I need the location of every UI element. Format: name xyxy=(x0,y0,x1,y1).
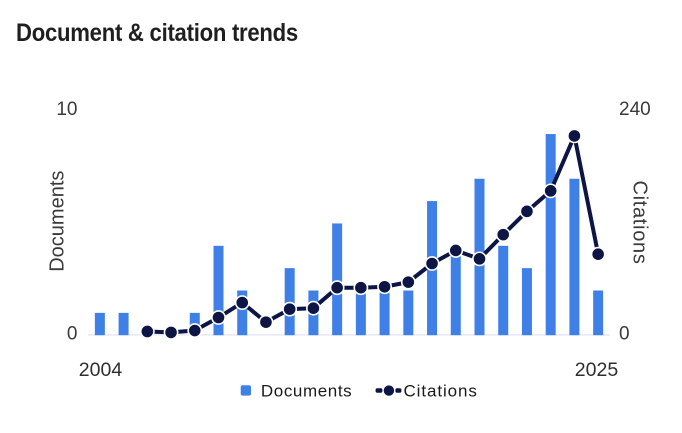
svg-text:Citations: Citations xyxy=(404,381,478,400)
svg-text:240: 240 xyxy=(619,99,651,120)
svg-text:0: 0 xyxy=(619,324,630,345)
svg-text:10: 10 xyxy=(56,99,77,120)
svg-text:Citations: Citations xyxy=(629,180,651,264)
svg-text:Documents: Documents xyxy=(261,381,352,400)
svg-text:0: 0 xyxy=(67,324,78,345)
svg-text:2025: 2025 xyxy=(575,359,619,381)
svg-text:2004: 2004 xyxy=(79,359,123,381)
svg-text:Documents: Documents xyxy=(46,171,68,272)
